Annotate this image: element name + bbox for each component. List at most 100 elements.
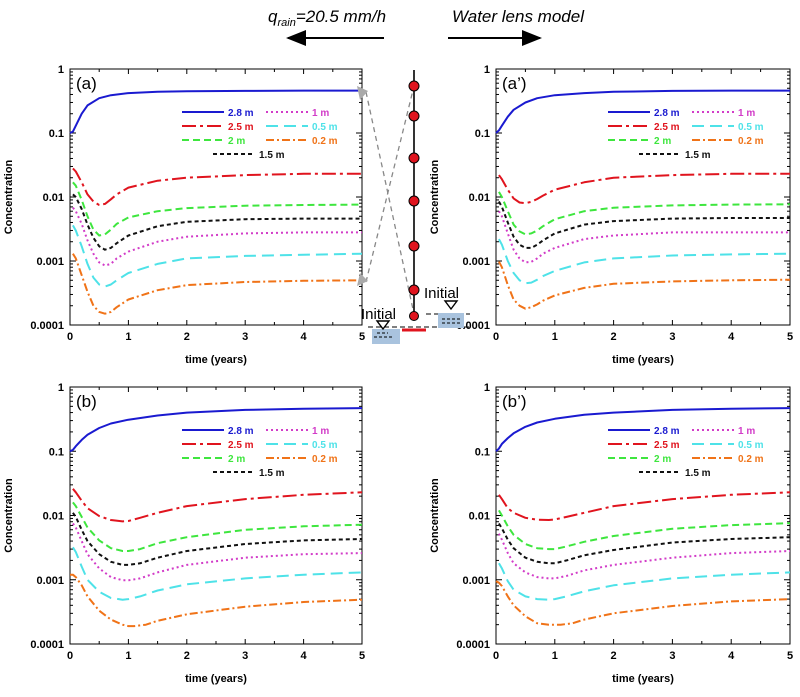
legend-label: 2.5 m [654, 440, 680, 451]
y-axis-label: Concentration [3, 159, 15, 234]
pointer-icon [357, 86, 368, 100]
x-tick-label: 2 [184, 650, 190, 662]
cross-line [365, 85, 415, 283]
water-block-right [438, 313, 464, 328]
legend-label: 1 m [312, 426, 329, 437]
legend-label: 2.8 m [654, 426, 680, 437]
legend: 2.8 m 2.5 m 2 m 1.5 m 1 m 0.5 m 0.2 m [608, 426, 764, 479]
x-tick-label: 3 [242, 331, 248, 343]
y-tick-label: 0.1 [49, 446, 64, 458]
panel-a-prime: 0 1 2 3 4 5 0.0001 0.001 0.01 0.1 1 time (years) Con… [429, 64, 793, 366]
y-axis-label: Concentration [429, 478, 441, 553]
legend: 2.8 m 2.5 m 2 m 1.5 m 1 m 0.5 m 0.2 m [182, 426, 338, 479]
series-line-28m [69, 89, 362, 134]
panel-label: (a’) [502, 74, 527, 93]
y-tick-label: 0.1 [475, 128, 490, 140]
water-level-icon [375, 320, 391, 331]
y-tick-label: 0.01 [469, 192, 490, 204]
x-tick-label: 3 [669, 331, 675, 343]
sample-marker [408, 240, 420, 252]
water-level-icon [443, 300, 459, 311]
x-tick-label: 0 [67, 650, 73, 662]
x-axis-label: time (years) [612, 673, 674, 685]
legend-label: 2.5 m [228, 440, 254, 451]
series-line-1m [72, 522, 363, 582]
column-diagram: Initial Initial [357, 70, 470, 344]
x-tick-label: 1 [552, 331, 558, 343]
legend-label: 1 m [312, 108, 329, 119]
initial-label-left: Initial [361, 306, 396, 323]
y-tick-label: 0.001 [462, 575, 490, 587]
sample-marker [408, 80, 420, 92]
x-axis-label: time (years) [185, 673, 247, 685]
legend-label: 1.5 m [685, 150, 711, 161]
legend-label: 0.2 m [312, 454, 338, 465]
initial-label-right: Initial [424, 285, 459, 302]
y-tick-label: 0.1 [49, 128, 64, 140]
legend-label: 2 m [654, 454, 671, 465]
x-tick-label: 1 [125, 331, 131, 343]
series-line-15m [498, 522, 791, 565]
sample-marker [408, 195, 420, 207]
legend-label: 0.5 m [312, 440, 338, 451]
legend-label: 1.5 m [259, 150, 285, 161]
x-axis-label: time (years) [185, 354, 247, 366]
x-tick-label: 2 [611, 331, 617, 343]
series-line-2m [498, 191, 791, 236]
series-line-15m [498, 201, 790, 249]
legend-label: 1.5 m [259, 468, 285, 479]
x-tick-label: 4 [301, 331, 308, 343]
y-tick-label: 1 [58, 382, 64, 394]
series-line-2m [498, 509, 791, 551]
x-tick-label: 3 [669, 650, 675, 662]
legend: 2.8 m 2.5 m 2 m 1.5 m 1 m 0.5 m 0.2 m [608, 108, 764, 161]
series-line-28m [69, 407, 363, 453]
x-tick-label: 5 [359, 650, 365, 662]
panel-b: 0 1 2 3 4 5 0.0001 0.001 0.01 0.1 1 time (years) Con… [3, 382, 365, 685]
panel-b-prime: 0 1 2 3 4 5 0.0001 0.001 0.01 0.1 1 time (years) Con… [429, 382, 793, 685]
y-tick-label: 0.0001 [456, 639, 490, 651]
sample-marker [409, 311, 419, 321]
x-tick-label: 4 [301, 650, 308, 662]
x-tick-label: 1 [552, 650, 558, 662]
series-line-28m [495, 89, 790, 134]
y-tick-label: 0.0001 [456, 320, 490, 332]
panel-a: 0 1 2 3 4 5 0.0001 0.001 0.01 0.1 1 time (years) Con… [3, 64, 365, 366]
y-axis-label: Concentration [429, 159, 441, 234]
series-line-05m [498, 238, 791, 285]
series-line-2m [72, 181, 363, 237]
y-tick-label: 0.01 [469, 511, 490, 523]
series-line-25m [72, 488, 363, 523]
y-tick-label: 0.001 [36, 256, 64, 268]
x-tick-label: 4 [728, 331, 735, 343]
x-tick-label: 0 [493, 331, 499, 343]
sample-marker [408, 152, 420, 164]
y-tick-label: 0.0001 [30, 639, 64, 651]
y-tick-label: 0.01 [43, 192, 64, 204]
series-line-25m [72, 167, 362, 206]
y-tick-label: 0.001 [462, 256, 490, 268]
header-qrain-label: qrain=20.5 mm/h [268, 7, 386, 29]
x-tick-label: 1 [125, 650, 131, 662]
series-line-1m [498, 533, 791, 580]
x-tick-label: 0 [67, 331, 73, 343]
panel-label: (b) [76, 392, 97, 411]
x-tick-label: 0 [493, 650, 499, 662]
header-model-label: Water lens model [452, 7, 585, 26]
series-line-05m [498, 562, 791, 601]
x-tick-label: 2 [611, 650, 617, 662]
legend: 2.8 m 2.5 m 2 m 1.5 m 1 m 0.5 m 0.2 m [182, 108, 338, 161]
y-tick-label: 0.1 [475, 446, 490, 458]
legend-label: 0.5 m [738, 122, 764, 133]
series-line-25m [498, 491, 791, 521]
series-line-15m [72, 512, 363, 566]
legend-label: 1 m [738, 426, 755, 437]
series-line-02m [495, 580, 791, 626]
legend-label: 2 m [228, 454, 245, 465]
y-tick-label: 1 [484, 64, 490, 76]
x-tick-label: 5 [359, 331, 365, 343]
x-tick-label: 5 [787, 331, 793, 343]
y-tick-label: 0.001 [36, 575, 64, 587]
legend-label: 2 m [654, 136, 671, 147]
legend-label: 2.5 m [228, 122, 254, 133]
